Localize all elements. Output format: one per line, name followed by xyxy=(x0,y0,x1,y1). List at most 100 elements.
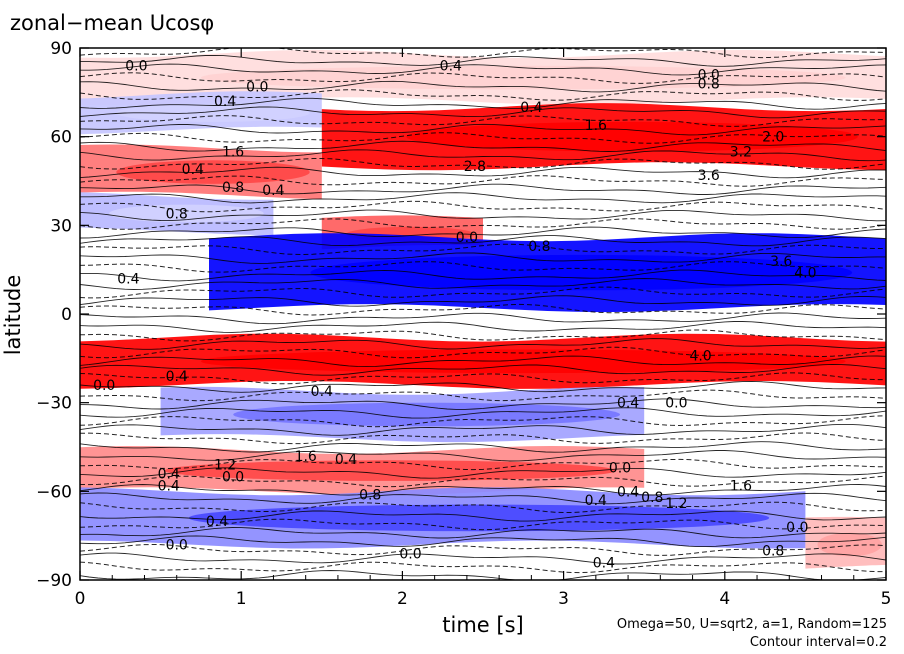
positive-contour-line xyxy=(80,450,886,462)
positive-contour-line xyxy=(80,192,886,204)
positive-contour-line xyxy=(80,441,886,453)
positive-contour-line xyxy=(80,226,886,239)
positive-contour-line xyxy=(80,321,886,333)
positive-contour-line xyxy=(80,535,886,548)
negative-contour-line xyxy=(80,518,886,531)
contour-label: 0.4 xyxy=(262,183,284,199)
contour-interval-note: Contour interval=0.2 xyxy=(750,635,887,650)
value-band-core xyxy=(164,460,617,481)
value-band-core xyxy=(108,204,264,223)
contour-label: 0.4 xyxy=(166,369,188,385)
y-tick-label: −60 xyxy=(36,482,72,502)
contour-labels-layer: 0.0 0.40.00.4 0.40.00.81.62.01.6 3.22.80.4 3… xyxy=(93,59,816,572)
positive-contour-line xyxy=(80,106,886,119)
positive-contour-line xyxy=(80,312,886,325)
contour-label: 0.8 xyxy=(698,77,720,93)
contour-label: 0.4 xyxy=(311,384,333,400)
positive-contour-line xyxy=(80,295,886,307)
contour-label: 1.6 xyxy=(585,118,607,134)
positive-contour-line xyxy=(80,484,886,496)
color-fill-layer xyxy=(80,49,886,569)
contour-label: 3.6 xyxy=(698,168,720,184)
contour-label: 3.2 xyxy=(730,144,752,160)
contour-label: 0.4 xyxy=(617,484,639,500)
negative-contour-line xyxy=(80,458,886,471)
positive-contour-line xyxy=(80,570,886,580)
negative-contour-line xyxy=(80,132,886,144)
contour-label: 0.0 xyxy=(456,230,478,246)
contour-label: 3.6 xyxy=(770,254,792,270)
contour-lines-layer xyxy=(80,48,886,580)
parameters-note: Omega=50, U=sqrt2, a=1, Random=125 xyxy=(617,617,887,632)
positive-contour-line xyxy=(80,269,886,282)
positive-contour-line xyxy=(80,54,886,67)
x-tick-label: 4 xyxy=(719,589,730,609)
negative-contour-line xyxy=(80,72,886,84)
value-band-core xyxy=(817,532,882,557)
negative-contour-line xyxy=(80,218,886,230)
positive-contour-line xyxy=(80,355,886,368)
contour-label: 1.6 xyxy=(295,449,317,465)
contour-label: 0.4 xyxy=(585,493,607,509)
positive-contour-line xyxy=(80,398,886,410)
y-axis-title: latitude xyxy=(1,275,25,356)
positive-contour-line xyxy=(80,338,886,350)
contour-label: 0.8 xyxy=(641,490,663,506)
contour-label: 0.4 xyxy=(158,478,180,494)
positive-contour-line xyxy=(80,97,886,110)
contour-label: 0.0 xyxy=(93,378,115,394)
positive-contour-line xyxy=(80,423,886,436)
negative-contour-line xyxy=(80,475,886,488)
negative-contour-line xyxy=(80,89,886,101)
contour-label: 0.4 xyxy=(335,452,357,468)
positive-contour-line xyxy=(80,492,886,505)
contour-label: 1.6 xyxy=(222,144,244,160)
x-tick-label: 2 xyxy=(397,589,408,609)
value-band-core xyxy=(310,254,853,291)
contour-label: 0.0 xyxy=(246,79,268,95)
contour-label: 4.0 xyxy=(689,348,711,364)
negative-contour-line xyxy=(80,243,886,256)
contour-label: 0.0 xyxy=(399,546,421,562)
contour-label: 0.0 xyxy=(125,59,147,75)
contour-label: 1.6 xyxy=(730,478,752,494)
plot-area: 0.0 0.40.00.4 0.40.00.81.62.01.6 3.22.80.4 3… xyxy=(80,48,886,580)
contour-label: 0.8 xyxy=(166,207,188,223)
negative-contour-line xyxy=(80,48,886,59)
contour-label: 0.4 xyxy=(520,100,542,116)
positive-contour-line xyxy=(80,467,886,479)
positive-contour-line xyxy=(80,363,886,376)
contour-label: 0.8 xyxy=(528,239,550,255)
y-tick-label: 0 xyxy=(61,305,72,325)
positive-contour-line xyxy=(80,80,886,93)
positive-contour-line xyxy=(80,63,886,76)
negative-contour-line xyxy=(80,303,886,316)
contour-label: 0.0 xyxy=(698,68,720,84)
contour-label: 0.4 xyxy=(158,467,180,483)
positive-contour-line xyxy=(80,552,886,565)
axis-ticks-layer: 0 1 2 3 4 5 90 60 30 0 −30 −60 −90 xyxy=(36,39,891,609)
negative-contour-line xyxy=(80,501,886,513)
contour-label: 0.4 xyxy=(593,555,615,571)
value-band-core xyxy=(116,104,310,122)
contour-label: 0.4 xyxy=(206,514,228,530)
x-tick-label: 0 xyxy=(75,589,86,609)
x-tick-label: 1 xyxy=(236,589,247,609)
negative-contour-line xyxy=(80,415,886,428)
positive-contour-line xyxy=(80,140,886,152)
negative-contour-line xyxy=(80,372,886,385)
negative-contour-line xyxy=(80,561,886,574)
positive-contour-line xyxy=(80,123,886,136)
contour-label: 0.8 xyxy=(359,487,381,503)
positive-contour-line xyxy=(80,510,886,522)
value-band-core xyxy=(200,349,846,374)
contour-label: 2.8 xyxy=(464,159,486,175)
contour-label: 4.0 xyxy=(794,266,816,282)
contour-label: 0.0 xyxy=(222,470,244,486)
negative-contour-line xyxy=(80,115,886,127)
positive-contour-line xyxy=(80,209,886,222)
y-tick-label: 30 xyxy=(50,216,72,236)
y-tick-label: 60 xyxy=(50,128,72,148)
contour-label: 0.8 xyxy=(222,180,244,196)
